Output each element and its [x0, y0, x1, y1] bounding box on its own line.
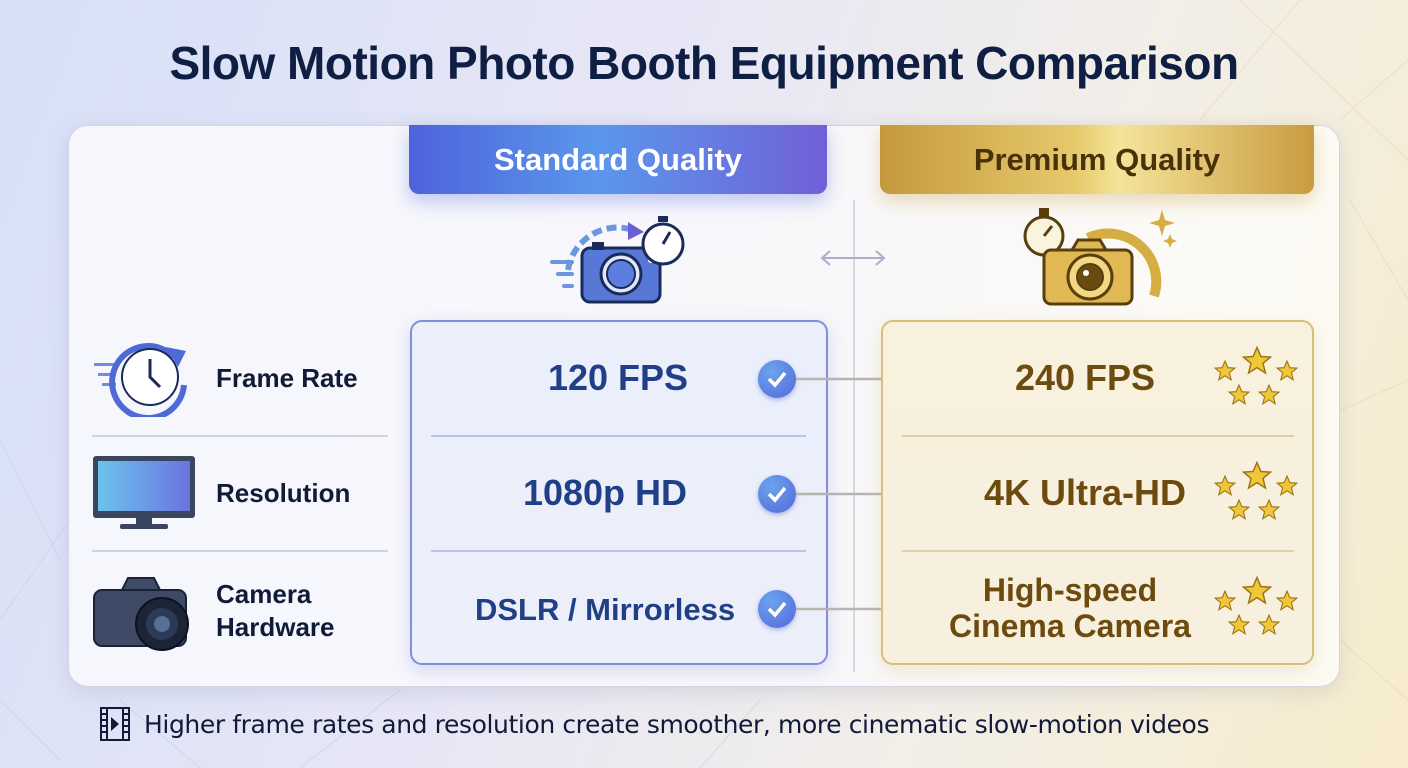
row-divider	[92, 435, 388, 437]
row-divider	[92, 550, 388, 552]
row-divider	[902, 550, 1294, 552]
check-icon	[758, 590, 796, 628]
double-arrow-icon	[820, 250, 886, 266]
standard-camera-hardware: DSLR / Mirrorless	[474, 592, 736, 627]
check-icon	[758, 360, 796, 398]
row-label-camera-hardware: Camera Hardware	[216, 579, 335, 642]
row-divider	[431, 550, 806, 552]
five-stars-icon	[1214, 461, 1298, 520]
clock-refresh-icon	[94, 343, 187, 417]
page-title: Slow Motion Photo Booth Equipment Compar…	[169, 37, 1239, 89]
premium-values-box	[881, 320, 1314, 665]
row-divider	[902, 435, 1294, 437]
premium-camera-hardware: High-speed Cinema Camera	[949, 572, 1191, 644]
footer-text: Higher frame rates and resolution create…	[144, 709, 1210, 739]
row-label-frame-rate: Frame Rate	[216, 363, 358, 393]
premium-resolution: 4K Ultra-HD	[983, 472, 1187, 513]
premium-frame-rate: 240 FPS	[1014, 357, 1156, 398]
monitor-icon	[93, 456, 195, 529]
gold-camera-stopwatch-icon	[1023, 208, 1177, 306]
standard-frame-rate: 120 FPS	[547, 357, 689, 398]
camera-speed-icon	[550, 216, 685, 304]
standard-resolution: 1080p HD	[522, 472, 688, 513]
row-divider	[431, 435, 806, 437]
standard-quality-header: Standard Quality	[409, 125, 827, 194]
five-stars-icon	[1214, 346, 1298, 405]
footer-note: Higher frame rates and resolution create…	[100, 706, 1209, 742]
row-label-resolution: Resolution	[216, 478, 351, 508]
column-divider	[853, 200, 855, 672]
film-play-icon	[100, 707, 130, 741]
premium-quality-header: Premium Quality	[880, 125, 1314, 194]
check-icon	[758, 475, 796, 513]
five-stars-icon	[1214, 576, 1298, 635]
dslr-camera-icon	[93, 577, 189, 651]
